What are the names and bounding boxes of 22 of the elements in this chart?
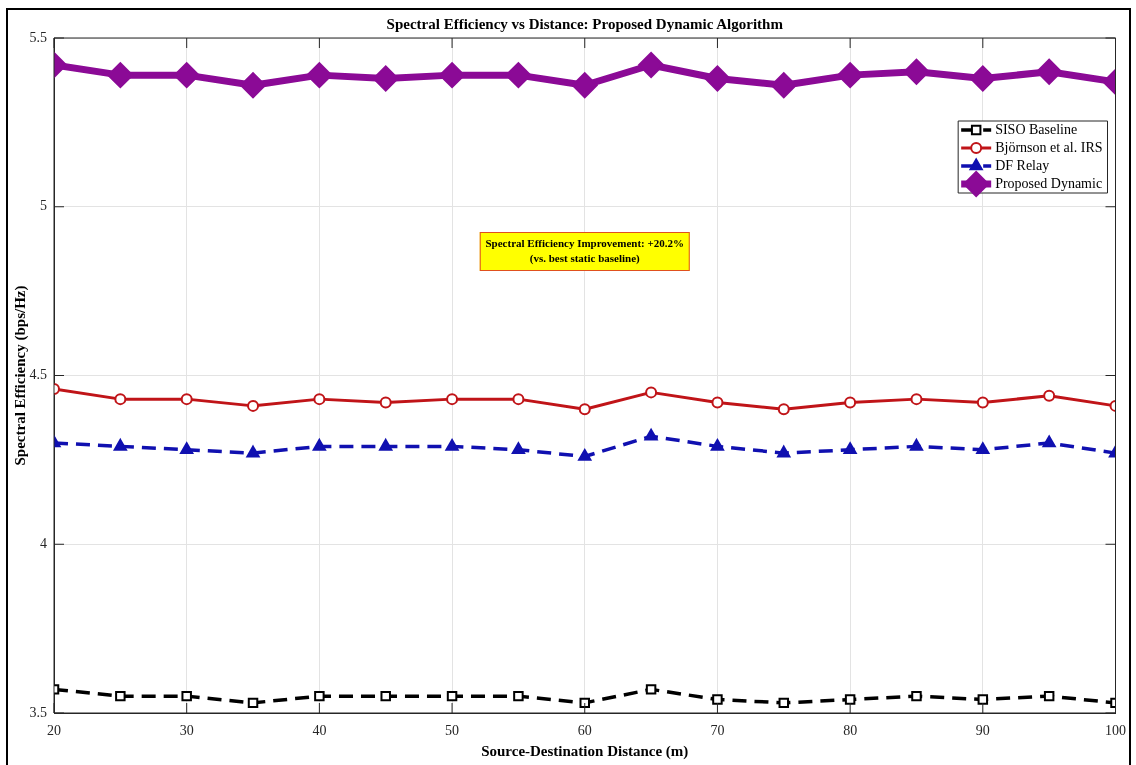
x-tick-label: 80 [843, 723, 858, 739]
x-tick-label: 70 [710, 723, 725, 739]
x-tick-label: 90 [975, 723, 990, 739]
x-tick-label: 100 [1105, 723, 1126, 739]
legend-label: Proposed Dynamic [995, 175, 1103, 191]
legend-label: Björnson et al. IRS [995, 139, 1103, 155]
legend-label: DF Relay [995, 157, 1050, 173]
chart-title: Spectral Efficiency vs Distance: Proposed Dynamic Algorithm [386, 15, 784, 32]
y-tick-label: 5.5 [29, 29, 47, 45]
x-tick-label: 40 [312, 723, 327, 739]
y-tick-label: 3.5 [29, 704, 47, 720]
x-tick-label: 30 [179, 723, 194, 739]
x-tick-label: 60 [577, 723, 592, 739]
annotation: Spectral Efficiency Improvement: +20.2% (vs. best static baseline) [479, 231, 691, 271]
legend-label: SISO Baseline [995, 121, 1078, 137]
x-tick-label: 50 [445, 723, 460, 739]
y-tick-label: 4.5 [29, 367, 47, 383]
y-axis-title: Spectral Efficiency (bps/Hz) [11, 285, 29, 466]
x-tick-label: 20 [47, 723, 61, 739]
y-tick-label: 4 [40, 535, 47, 551]
y-tick-label: 5 [40, 198, 47, 214]
x-axis-title: Source-Destination Distance (m) [481, 742, 689, 760]
